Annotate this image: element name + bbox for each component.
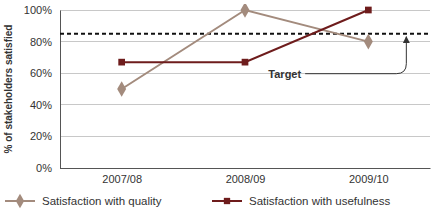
x-tick: 2007/08 [102, 168, 142, 185]
series-marker [365, 7, 372, 14]
grid-line [60, 104, 430, 105]
grid-line [60, 41, 430, 42]
target-label: Target [268, 68, 301, 80]
legend: Satisfaction with quality Satisfaction wi… [5, 194, 391, 208]
series-marker [364, 34, 373, 50]
legend-label: Satisfaction with usefulness [249, 195, 391, 207]
y-tick: 40% [30, 99, 60, 111]
x-axis-line [61, 168, 431, 169]
series-line [122, 10, 369, 62]
series-line [122, 10, 369, 89]
y-tick-label: 60% [30, 67, 52, 79]
y-axis-title: % of stakeholders satisfied [3, 25, 14, 154]
grid [60, 10, 430, 168]
series-marker [241, 4, 250, 18]
series-marker [118, 59, 125, 66]
legend-marker [16, 194, 24, 208]
y-tick: 60% [30, 67, 60, 79]
grid-line [60, 168, 430, 169]
target-arrow [305, 37, 406, 74]
x-tick-label: 2007/08 [102, 173, 142, 185]
x-axis: 2007/08 2008/09 2009/10 [61, 168, 431, 185]
y-axis: 0% 20% 40% 60% 80% 100% [24, 4, 61, 174]
series-marker [117, 81, 126, 97]
x-tick-label: 2008/09 [226, 173, 266, 185]
legend-marker [224, 198, 230, 204]
series-marker [242, 59, 249, 66]
y-tick: 80% [30, 36, 60, 48]
legend-item: Satisfaction with usefulness [212, 195, 391, 207]
legend-item: Satisfaction with quality [5, 194, 162, 208]
y-tick-label: 40% [30, 99, 52, 111]
target-line [60, 33, 430, 35]
legend-label: Satisfaction with quality [42, 195, 162, 207]
y-tick-label: 0% [36, 162, 52, 174]
y-tick: 20% [30, 130, 60, 142]
y-tick: 100% [24, 4, 60, 16]
x-tick-label: 2009/10 [349, 173, 389, 185]
x-tick: 2008/09 [226, 168, 266, 185]
y-tick-label: 80% [30, 36, 52, 48]
x-tick: 2009/10 [349, 168, 389, 185]
y-tick: 0% [36, 162, 60, 174]
plot-marks [60, 4, 430, 97]
grid-line [60, 136, 430, 137]
y-tick-label: 100% [24, 4, 52, 16]
y-tick-label: 20% [30, 130, 52, 142]
